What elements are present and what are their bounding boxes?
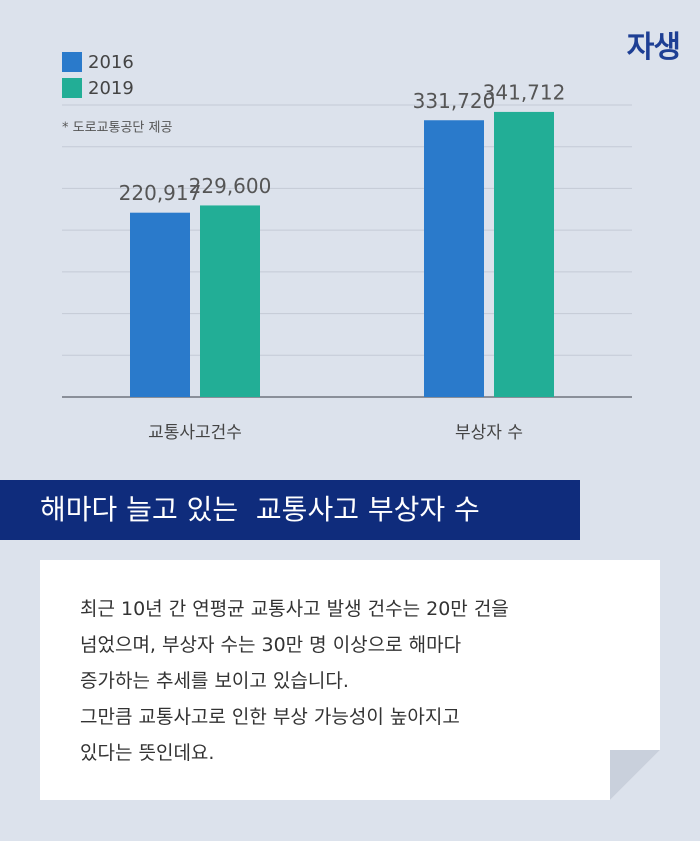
legend-label: 2019 xyxy=(88,78,134,99)
bar xyxy=(424,120,484,398)
headline: 해마다 늘고 있는 교통사고 부상자 수 xyxy=(0,480,580,540)
body-line: 증가하는 추세를 보이고 있습니다. xyxy=(80,670,349,692)
value-label: 331,720 xyxy=(413,89,496,113)
value-label: 341,712 xyxy=(483,80,566,104)
note: * 도로교통공단 제공 xyxy=(62,121,172,136)
body-line: 그만큼 교통사고로 인한 부상 가능성이 높아지고 xyxy=(80,706,460,728)
value-label: 229,600 xyxy=(189,174,272,198)
card-fold xyxy=(610,750,660,800)
bar xyxy=(130,212,190,397)
value-label: 220,917 xyxy=(119,181,202,205)
body-line: 최근 10년 간 연평균 교통사고 발생 건수는 20만 건을 xyxy=(80,598,509,620)
bar xyxy=(200,205,260,397)
legend-label: 2016 xyxy=(88,52,134,73)
legend-swatch xyxy=(62,78,82,98)
legend-swatch xyxy=(62,52,82,72)
body-line: 넘었으며, 부상자 수는 30만 명 이상으로 해마다 xyxy=(80,634,462,656)
x-tick-label: 교통사고건수 xyxy=(148,423,242,443)
logo: 자생 xyxy=(626,30,681,65)
x-tick-label: 부상자 수 xyxy=(455,423,523,443)
bar xyxy=(494,111,554,398)
body-line: 있다는 뜻인데요. xyxy=(80,742,215,764)
